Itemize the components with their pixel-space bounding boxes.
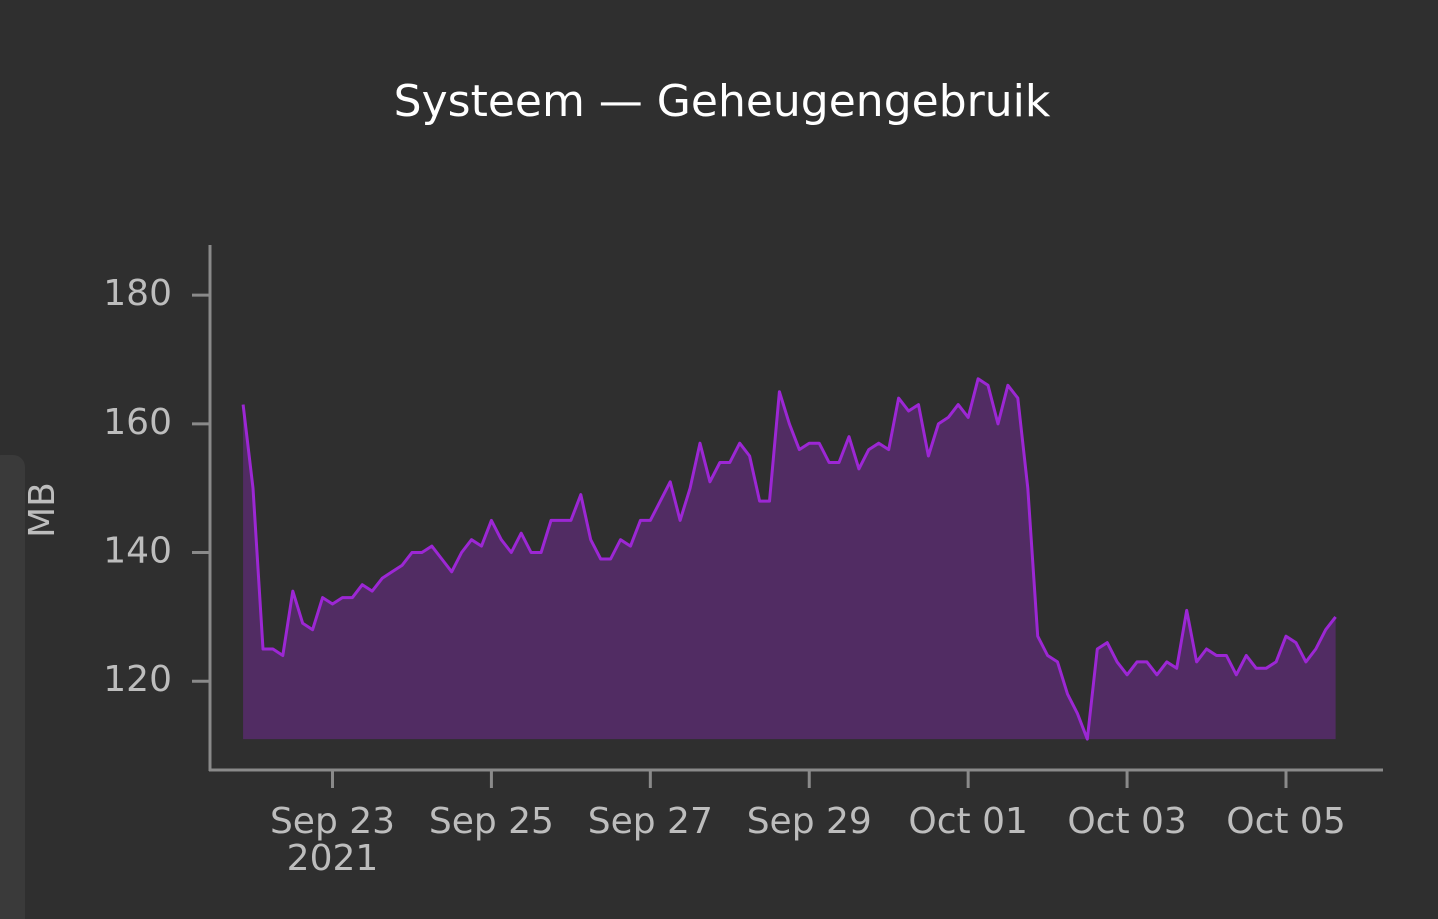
chart-title: Systeem — Geheugengebruik — [394, 76, 1051, 127]
x-tick-label: Sep 27 — [588, 801, 713, 842]
y-axis-label: MB — [22, 482, 63, 538]
x-tick-label: Oct 05 — [1226, 801, 1346, 842]
y-tick-label: 120 — [103, 659, 172, 700]
x-tick-label: Oct 01 — [908, 801, 1028, 842]
x-tick-label: Sep 25 — [429, 801, 554, 842]
x-tick-label: Sep 23 — [270, 801, 395, 842]
x-year-label: 2021 — [287, 838, 379, 879]
side-panel — [0, 455, 25, 919]
x-tick-label: Sep 29 — [747, 801, 872, 842]
x-tick-label: Oct 03 — [1067, 801, 1187, 842]
area-fill — [243, 378, 1336, 740]
y-tick-label: 180 — [103, 273, 172, 314]
y-tick-label: 160 — [103, 402, 172, 443]
line — [241, 377, 1337, 741]
y-tick-label: 140 — [103, 531, 172, 572]
